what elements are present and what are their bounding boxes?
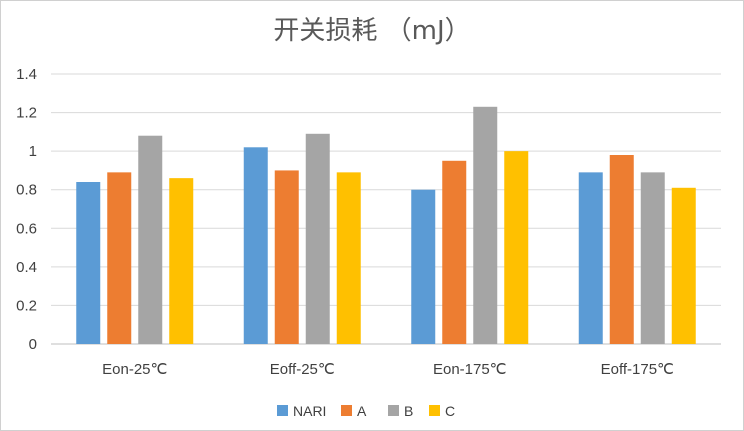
x-category-label: Eoff-175℃ — [601, 361, 674, 378]
bar-nari-3 — [578, 172, 603, 344]
bar-c-0 — [169, 178, 194, 344]
x-category-label: Eon-25℃ — [102, 361, 167, 378]
y-tick-label: 0.2 — [16, 297, 37, 314]
bars — [76, 106, 696, 345]
bar-nari-1 — [243, 147, 268, 344]
bar-nari-0 — [76, 182, 101, 344]
bar-b-0 — [138, 135, 163, 344]
y-axis-ticks: 0 0.2 0.4 0.6 0.8 1 1.2 1.4 — [16, 66, 37, 353]
bar-nari-2 — [411, 189, 436, 344]
x-category-label: Eoff-25℃ — [270, 361, 335, 378]
bar-c-1 — [336, 172, 361, 344]
bar-b-2 — [473, 106, 498, 345]
y-tick-label: 1.4 — [16, 66, 37, 83]
legend-swatch-nari — [277, 405, 288, 416]
bar-c-3 — [671, 187, 696, 344]
x-axis-categories: Eon-25℃ Eoff-25℃ Eon-175℃ Eoff-175℃ — [102, 361, 674, 378]
legend-label-b: B — [404, 403, 413, 419]
y-tick-label: 0 — [29, 336, 37, 353]
bar-a-2 — [442, 160, 467, 344]
bar-a-1 — [274, 170, 299, 344]
y-tick-label: 0.8 — [16, 182, 37, 199]
y-tick-label: 1 — [29, 143, 37, 160]
chart-title: 开关损耗 （mJ） — [273, 16, 470, 46]
y-tick-label: 1.2 — [16, 105, 37, 122]
bar-b-3 — [640, 172, 665, 344]
bar-c-2 — [504, 151, 529, 344]
y-tick-label: 0.4 — [16, 259, 37, 276]
bar-b-1 — [305, 133, 330, 344]
legend-label-c: C — [445, 403, 455, 419]
legend: NARI A B C — [277, 403, 455, 419]
bar-a-3 — [609, 155, 634, 344]
legend-label-a: A — [357, 403, 367, 419]
legend-label-nari: NARI — [293, 403, 326, 419]
y-tick-label: 0.6 — [16, 220, 37, 237]
legend-swatch-b — [388, 405, 399, 416]
x-category-label: Eon-175℃ — [433, 361, 507, 378]
bar-a-0 — [107, 172, 132, 344]
legend-swatch-c — [429, 405, 440, 416]
gridlines — [51, 73, 721, 345]
legend-swatch-a — [341, 405, 352, 416]
